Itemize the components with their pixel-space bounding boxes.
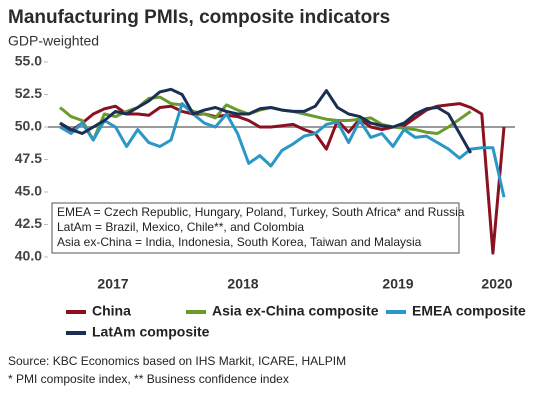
chart-subtitle: GDP-weighted [8,33,99,49]
legend-label: EMEA composite [412,303,526,319]
series-line [59,102,506,198]
annotation: LatAm = Brazil, Mexico, Chile**, and Col… [57,220,304,234]
legend-label: Asia ex-China composite [212,303,379,319]
chart-title: Manufacturing PMIs, composite indicators [8,7,390,28]
annotation: EMEA = Czech Republic, Hungary, Poland, … [57,205,465,219]
y-tick-label: 52.5 [15,85,42,101]
y-tick-label: 42.5 [15,215,42,231]
y-tick-label: 40.0 [15,248,42,264]
x-tick-label: 2018 [227,276,258,292]
y-tick-label: 47.5 [15,150,42,166]
x-tick-label: 2017 [97,276,128,292]
annotation-box [51,202,460,254]
legend-label: LatAm composite [92,324,210,340]
x-tick-label: 2020 [481,276,512,292]
x-tick-label: 2019 [382,276,413,292]
legend-label: China [92,303,131,319]
series-line [59,87,473,154]
y-tick-label: 55.0 [15,53,42,69]
source: Source: KBC Economics based on IHS Marki… [8,354,346,368]
source: * PMI composite index, ** Business confi… [8,372,289,386]
y-tick-label: 50.0 [15,118,42,134]
annotation: Asia ex-China = India, Indonesia, South … [57,235,422,249]
y-tick-label: 45.0 [15,183,42,199]
